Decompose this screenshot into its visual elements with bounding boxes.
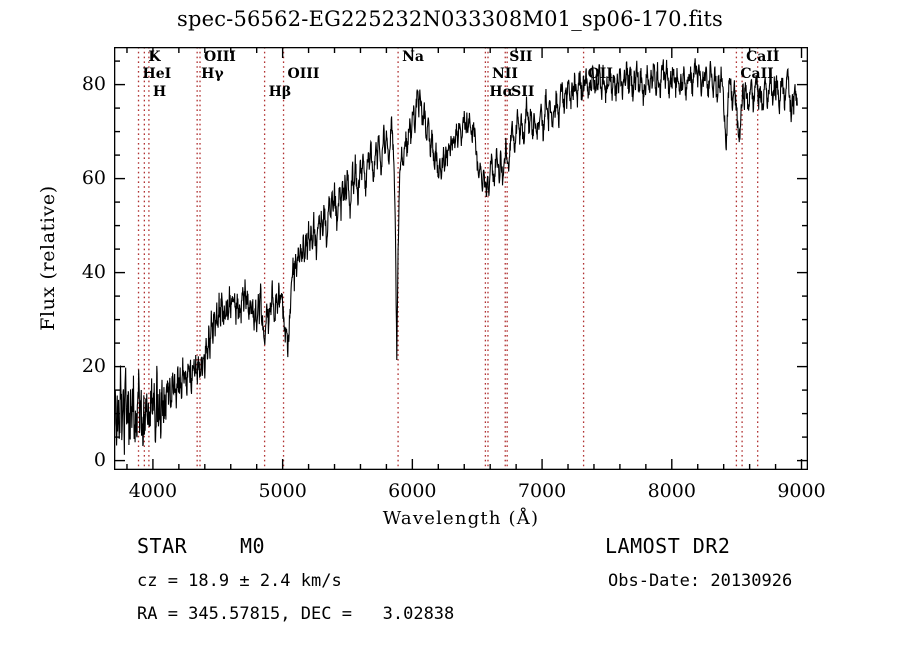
spectral-class-label: M0 [240, 534, 266, 558]
spectral-line-label: Hβ [268, 84, 292, 100]
spectral-line-label: NII [491, 66, 518, 82]
spectral-line-label: SII [511, 84, 535, 100]
y-axis-title: Flux (relative) [37, 185, 59, 331]
axis-ticks [114, 47, 808, 470]
plot-border [114, 47, 808, 470]
spectral-line-label: OIII [204, 49, 236, 65]
y-tick-label: 0 [93, 448, 106, 471]
coordinates-label: RA = 345.57815, DEC = 3.02838 [137, 604, 455, 624]
spectral-line-label: H [152, 84, 167, 100]
page-title: spec-56562-EG225232N033308M01_sp06-170.f… [176, 7, 724, 31]
x-axis-title: Wavelength (Å) [382, 508, 540, 529]
redshift-velocity-label: cz = 18.9 ± 2.4 km/s [137, 571, 342, 591]
spectral-line-label: Na [402, 49, 424, 65]
x-tick-label: 6000 [388, 480, 437, 502]
y-tick-label: 20 [81, 354, 106, 377]
spectral-line-label: SII [509, 49, 533, 65]
x-tick-label: 4000 [128, 480, 178, 502]
spectrum-trace [114, 58, 798, 455]
spectral-line-label: K [148, 49, 161, 65]
object-type-label: STAR [137, 534, 188, 558]
spectral-line-label: Hα [489, 84, 514, 100]
x-tick-label: 7000 [517, 480, 567, 502]
x-tick-label: 9000 [777, 480, 826, 502]
observation-date-label: Obs-Date: 20130926 [608, 571, 793, 591]
y-tick-label: 60 [81, 166, 106, 189]
spectral-line-label: CaII [740, 66, 774, 82]
x-tick-label: 5000 [258, 480, 307, 502]
spectral-line-markers [137, 47, 759, 470]
plot-area: K HeI H OIII Hγ OIII Hβ Na SII NII Hα SII OII CaII CaI… [114, 47, 808, 470]
spectral-line-label: Hγ [201, 66, 224, 82]
survey-label: LAMOST DR2 [605, 534, 731, 558]
spectral-line-label: CaII [746, 49, 780, 65]
x-tick-label: 8000 [647, 480, 696, 502]
y-tick-label: 80 [81, 72, 106, 95]
spectral-line-label: HeI [142, 66, 172, 82]
spectral-line-label: OIII [287, 66, 320, 82]
y-tick-label: 40 [81, 260, 106, 283]
title-block: spec-56562-EG225232N033308M01_sp06-170.f… [0, 6, 900, 32]
spectrum-chart [114, 47, 808, 470]
spectral-line-label: OII [587, 66, 613, 82]
